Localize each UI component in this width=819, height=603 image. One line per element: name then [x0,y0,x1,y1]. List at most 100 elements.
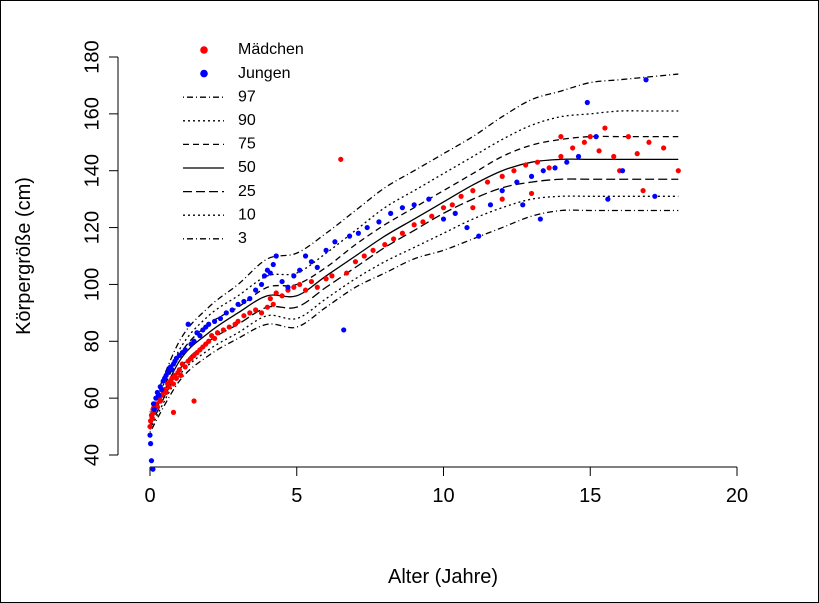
data-point [197,333,203,339]
data-point [332,239,338,245]
data-point [570,145,576,151]
data-point [261,273,268,279]
data-point [302,253,309,259]
data-point [170,381,177,387]
data-point [323,247,329,253]
data-point [279,278,285,285]
data-point [270,261,276,268]
legend-label: 97 [238,88,256,105]
data-point [147,432,153,438]
data-point [528,173,535,179]
y-tick-label: 160 [81,97,103,130]
data-point [382,242,388,248]
data-point [291,284,297,290]
data-point [634,151,640,157]
data-point [523,162,529,168]
data-point [625,134,632,140]
percentile-curve-25 [149,178,679,427]
data-point [370,247,376,253]
y-tick-label: 80 [81,330,103,352]
y-tick-label: 180 [81,40,103,73]
legend-label: Jungen [238,65,291,82]
legend-label: 75 [238,136,256,153]
data-point [440,216,447,222]
data-point [308,259,315,265]
data-point [191,338,197,344]
data-point [169,367,175,373]
data-point [323,276,329,282]
data-point [611,153,617,160]
data-point [163,389,169,396]
data-point [226,324,232,330]
y-tick-label: 120 [81,211,103,244]
data-point [355,230,361,236]
data-point [520,202,526,208]
data-point [661,145,667,151]
data-point [314,264,320,270]
data-point [640,188,646,194]
data-point [338,156,344,162]
data-point [534,159,541,165]
data-points [147,77,681,472]
data-point [267,270,273,276]
data-point [258,281,265,288]
data-point [376,219,382,225]
data-point [558,153,564,160]
data-point [546,165,552,171]
data-point [558,134,564,140]
legend-marker [200,46,208,54]
data-point [211,335,218,342]
data-point [157,398,163,404]
percentile-curves [149,73,679,433]
data-point [511,168,517,174]
data-point [426,196,432,202]
data-point [575,153,582,160]
percentile-curve-90 [149,110,679,419]
data-point [587,134,593,140]
percentile-curve-97 [149,73,679,413]
data-point [173,375,180,381]
data-point [291,273,297,279]
data-point [411,222,417,228]
data-point [605,196,611,202]
data-point [241,313,247,319]
data-point [584,99,590,106]
data-point [464,224,470,231]
data-point [602,125,608,131]
data-point [170,409,177,415]
legend-label: 50 [238,159,256,176]
percentile-curve-3 [149,209,679,433]
data-point [297,267,303,273]
data-point [364,224,370,231]
data-point [148,458,155,464]
data-point [452,210,458,216]
legend: Mädchen Jungen 97 90 75 50 25 10 3 [183,41,304,247]
data-point [346,233,353,239]
axes: 0 5 10 15 20 40 60 80 100 120 140 160 180 [81,40,748,507]
legend-label: 3 [238,230,247,247]
data-point [150,401,157,407]
data-point [182,347,188,353]
legend-label: 25 [238,183,256,200]
data-point [258,310,265,316]
data-point [191,398,197,404]
percentile-curve-50 [149,158,679,425]
x-axis-label: Alter (Jahre) [388,566,498,588]
data-point [178,372,184,378]
y-tick-label: 100 [81,268,103,301]
data-point [499,196,505,202]
data-point [458,193,464,199]
data-point [440,205,447,211]
data-point [297,281,303,288]
data-point [429,213,435,219]
data-point [211,318,218,324]
x-tick-label: 20 [726,485,748,507]
data-point [537,216,543,222]
percentile-curve-75 [149,135,679,422]
data-point [391,236,397,242]
data-point [540,168,546,174]
y-tick-label: 60 [81,387,103,409]
data-point [214,330,221,336]
data-point [151,406,158,413]
data-point [270,301,276,307]
